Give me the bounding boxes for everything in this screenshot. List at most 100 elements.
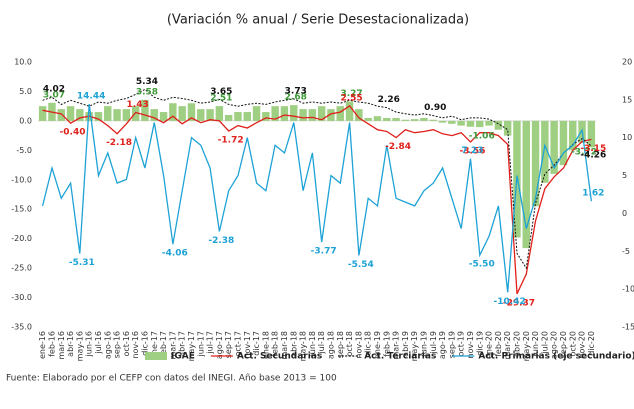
value-label: -2.38 — [208, 236, 234, 246]
bar — [476, 120, 484, 128]
y2-tick-label: -15 — [622, 323, 634, 332]
x-tick-label: feb-18 — [271, 331, 280, 357]
x-tick-label: ene-18 — [261, 331, 270, 359]
legend-label: IGAE — [171, 352, 195, 362]
bar — [373, 116, 382, 121]
bar — [243, 112, 251, 121]
bar — [271, 106, 279, 121]
x-tick-label: dic-18 — [364, 331, 373, 356]
x-tick-label: oct-19 — [457, 331, 466, 357]
bar — [429, 119, 437, 121]
value-label: 3.07 — [43, 90, 65, 100]
y2-tick-label: 15 — [622, 95, 632, 104]
bar — [141, 99, 149, 121]
x-tick-label: nov-19 — [466, 331, 475, 359]
x-tick-label: oct-16 — [122, 331, 131, 357]
y2-tick-label: 20 — [622, 58, 632, 67]
bar — [113, 109, 121, 121]
bar — [345, 101, 354, 121]
x-tick-label: jul-18 — [317, 331, 326, 355]
y-tick-label: -10.0 — [11, 175, 32, 184]
x-tick-label: ene-20 — [485, 331, 494, 359]
x-tick-label: mar-19 — [392, 331, 401, 360]
value-label: -3.56 — [459, 146, 485, 156]
x-tick-label: ene-17 — [150, 331, 159, 359]
x-tick-label: may-18 — [299, 331, 308, 361]
y-tick-label: 0.0 — [19, 116, 32, 125]
x-tick-label: ago-17 — [215, 331, 224, 359]
x-tick-label: feb-20 — [494, 331, 503, 357]
x-tick-label: sep-18 — [336, 331, 345, 358]
value-label: -5.31 — [69, 258, 95, 268]
value-label: 14.44 — [77, 92, 105, 102]
y2-tick-label: -10 — [622, 285, 634, 294]
value-label: -0.40 — [60, 128, 86, 138]
x-tick-label: ago-19 — [438, 331, 447, 359]
bar — [197, 109, 205, 121]
value-label: 2.55 — [340, 93, 362, 103]
x-tick-label: oct-17 — [233, 331, 242, 357]
x-tick-label: may-16 — [75, 331, 84, 361]
value-label: 0.90 — [424, 103, 446, 113]
value-label: -3.77 — [311, 246, 337, 256]
value-label: -2.18 — [106, 138, 132, 148]
y-tick-label: -25.0 — [11, 264, 32, 273]
y-tick-label: -5.0 — [16, 146, 32, 155]
bar — [410, 119, 419, 121]
value-label: -4.06 — [162, 249, 188, 259]
legend-swatch — [145, 352, 167, 360]
legend-label: Act. Primarias (eje secundario) — [478, 352, 634, 362]
bar — [587, 120, 596, 148]
x-tick-label: sep-17 — [224, 331, 233, 358]
y-tick-label: 10.0 — [14, 58, 32, 67]
value-label: -10.42 — [494, 297, 526, 307]
legend-label: Act. Secundarias — [237, 352, 322, 362]
x-tick-label: abr-17 — [178, 331, 187, 357]
bar — [215, 106, 224, 121]
bar — [178, 106, 186, 121]
bar — [280, 106, 289, 121]
bar — [569, 120, 577, 151]
series-line — [41, 104, 593, 293]
bar — [290, 105, 298, 121]
source-note: Fuente: Elaborado por el CEFP con datos … — [6, 374, 337, 384]
x-tick-label: nov-16 — [131, 331, 140, 359]
x-tick-label: mar-20 — [503, 331, 512, 360]
value-label: 2.51 — [210, 94, 232, 104]
bar — [206, 109, 214, 121]
x-tick-label: abr-16 — [66, 331, 75, 357]
x-tick-label: jul-19 — [429, 331, 438, 355]
value-label: 4.02 — [43, 85, 65, 95]
x-tick-label: jun-16 — [85, 331, 94, 357]
bar — [122, 109, 131, 121]
y-tick-label: 5.0 — [19, 87, 32, 96]
value-label: 3.27 — [340, 89, 362, 99]
value-label: 2.26 — [378, 95, 400, 105]
y2-tick-label: 10 — [622, 133, 632, 142]
value-label: 2.68 — [285, 93, 307, 103]
bar — [159, 112, 168, 121]
chart-title: (Variación % anual / Serie Desestacional… — [167, 13, 469, 28]
bar — [317, 106, 326, 121]
value-label: -3.72 — [571, 147, 597, 157]
x-tick-label: jun-17 — [196, 331, 205, 357]
value-label: -1.72 — [218, 136, 244, 146]
x-tick-label: jun-20 — [531, 331, 540, 357]
bar — [364, 117, 372, 121]
bar — [503, 120, 512, 136]
bar — [94, 112, 103, 121]
bar — [169, 103, 177, 121]
y2-tick-label: 5 — [622, 171, 627, 180]
x-tick-label: feb-17 — [159, 331, 168, 357]
value-label: -4.26 — [580, 150, 606, 160]
x-tick-label: oct-20 — [568, 331, 577, 357]
value-label: 5.34 — [136, 77, 158, 87]
bar — [104, 106, 112, 121]
x-tick-label: feb-19 — [382, 331, 391, 357]
bar — [355, 109, 363, 121]
bar — [308, 109, 317, 121]
value-label: 1.62 — [582, 189, 604, 199]
x-tick-label: dic-16 — [140, 331, 149, 356]
bar — [550, 120, 558, 174]
